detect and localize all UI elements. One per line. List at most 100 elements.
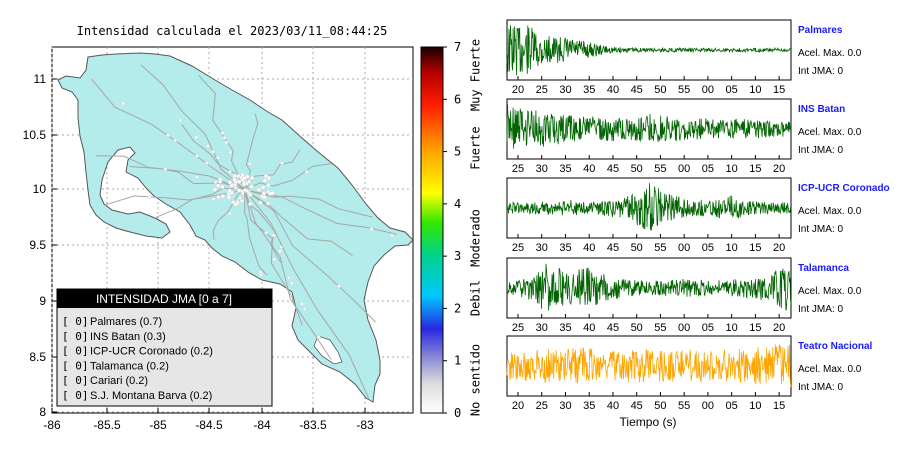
station-marker xyxy=(270,191,275,196)
time-tick-label: 25 xyxy=(512,163,524,175)
legend-entry-label: Talamanca (0.2) xyxy=(90,360,169,372)
station-marker xyxy=(262,195,267,200)
station-marker xyxy=(211,149,215,154)
time-tick-label: 00 xyxy=(678,322,690,334)
waveform-trace xyxy=(506,183,792,231)
legend-entry-value: [ 0] xyxy=(62,374,89,387)
station-marker xyxy=(232,177,237,183)
station-marker xyxy=(279,245,283,250)
road xyxy=(244,113,259,191)
colorbar-band-label: Moderado xyxy=(469,209,483,267)
road xyxy=(129,166,246,191)
time-tick-label: 15 xyxy=(749,242,761,254)
time-tick-label: 40 xyxy=(583,322,595,334)
station-marker xyxy=(305,169,309,174)
longitude-axis: -86 -85.5 -85 -84.5 -84 -83.5 -83 xyxy=(43,408,374,432)
station-markers xyxy=(121,101,394,340)
intensity-colorbar xyxy=(420,46,444,414)
time-tick-label: 55 xyxy=(678,400,690,412)
time-tick-label: 50 xyxy=(631,242,643,254)
road xyxy=(244,189,370,399)
time-tick-label: 50 xyxy=(631,322,643,334)
station-name: INS Batan xyxy=(798,104,845,115)
road xyxy=(140,64,246,191)
time-tick-label: 25 xyxy=(536,84,548,96)
legend-entry-label: INS Batan (0.3) xyxy=(90,331,166,343)
time-tick-label: 05 xyxy=(702,242,714,254)
colorbar-labels: Muy Fuerte Fuerte Moderado Debil No sentido xyxy=(469,39,483,416)
colorbar-tick-label: 7 xyxy=(454,40,461,54)
time-tick-label: 55 xyxy=(654,322,666,334)
time-tick-label: 05 xyxy=(726,84,738,96)
waveform-panels: 20 25 30 35 40 45 50 55 00 05 10 15 Palmares Acel. Ma… xyxy=(506,19,890,412)
station-marker xyxy=(302,307,307,311)
waveform-trace xyxy=(506,263,792,311)
time-tick-label: 25 xyxy=(536,400,548,412)
station-marker xyxy=(263,173,269,179)
lat-tick-label: 11 xyxy=(34,72,47,86)
legend-entry-label: ICP-UCR Coronado (0.2) xyxy=(90,346,213,358)
lat-tick-label: 10 xyxy=(33,182,47,196)
road xyxy=(90,78,246,191)
station-marker xyxy=(240,191,245,196)
time-tick-label: 45 xyxy=(607,242,619,254)
time-axis-label: Tiempo (s) xyxy=(620,415,677,429)
time-tick-label: 00 xyxy=(678,242,690,254)
legend-entry-value: [ 0] xyxy=(62,389,89,402)
legend-box xyxy=(56,288,273,407)
station-marker xyxy=(215,183,221,188)
time-tick-label: 30 xyxy=(559,400,571,412)
legend-entry-label: S.J. Montana Barva (0.2) xyxy=(90,390,212,402)
time-tick-label: 40 xyxy=(583,242,595,254)
station-marker xyxy=(178,118,183,123)
station-marker xyxy=(249,175,255,181)
station-marker xyxy=(166,133,170,138)
station-marker xyxy=(195,154,199,158)
station-marker xyxy=(211,197,216,202)
colorbar-tick-label: 1 xyxy=(454,354,461,368)
station-name: Talamanca xyxy=(798,263,849,274)
station-acel-max: Acel. Max. 0.0 xyxy=(798,127,862,138)
time-tick-label: 15 xyxy=(773,400,785,412)
waveform-panel: 25 30 35 40 45 50 55 00 05 10 15 20 Talamanca Acel. M… xyxy=(506,257,862,334)
station-acel-max: Acel. Max. 0.0 xyxy=(798,206,862,217)
time-tick-label: 15 xyxy=(749,322,761,334)
time-tick-label: 40 xyxy=(607,84,619,96)
road-network xyxy=(90,64,397,399)
lat-tick-label: 8.5 xyxy=(29,350,46,364)
time-tick-label: 20 xyxy=(773,242,785,254)
lat-tick-label: 10.5 xyxy=(23,128,47,142)
lat-tick-label: 8 xyxy=(39,405,46,419)
lon-tick-label: -85 xyxy=(149,418,167,432)
waveform-panel: 25 30 35 40 45 50 55 00 05 10 15 20 ICP-UCR Coronado… xyxy=(506,177,890,254)
time-tick-label: 20 xyxy=(512,84,524,96)
station-name: Teatro Nacional xyxy=(798,341,872,352)
time-tick-label: 50 xyxy=(654,84,666,96)
time-tick-label: 45 xyxy=(631,84,643,96)
station-marker xyxy=(220,131,225,135)
map-title: Intensidad calculada el 2023/03/11_08:44… xyxy=(77,24,388,38)
station-acel-max: Acel. Max. 0.0 xyxy=(798,286,862,297)
station-marker xyxy=(173,138,178,143)
time-tick-label: 00 xyxy=(702,84,714,96)
station-marker xyxy=(289,281,294,286)
time-tick-label: 00 xyxy=(702,400,714,412)
time-tick-label: 05 xyxy=(702,322,714,334)
time-tick-label: 10 xyxy=(726,163,738,175)
station-acel-max: Acel. Max. 0.0 xyxy=(798,48,862,59)
station-marker xyxy=(272,257,277,262)
road xyxy=(244,189,268,276)
colorbar-ticks: 7 6 5 4 3 2 1 0 xyxy=(443,40,461,420)
station-marker xyxy=(240,172,245,178)
time-tick-label: 20 xyxy=(773,322,785,334)
station-marker xyxy=(212,187,218,192)
station-marker xyxy=(266,183,271,188)
time-tick-label: 30 xyxy=(559,84,571,96)
station-marker xyxy=(287,275,291,280)
station-int-jma: Int JMA: 0 xyxy=(798,304,843,315)
costa-rica-landmass xyxy=(57,52,414,403)
lon-tick-label: -83.5 xyxy=(299,418,327,432)
station-marker xyxy=(257,200,263,205)
time-tick-label: 05 xyxy=(726,400,738,412)
station-marker xyxy=(261,191,267,196)
